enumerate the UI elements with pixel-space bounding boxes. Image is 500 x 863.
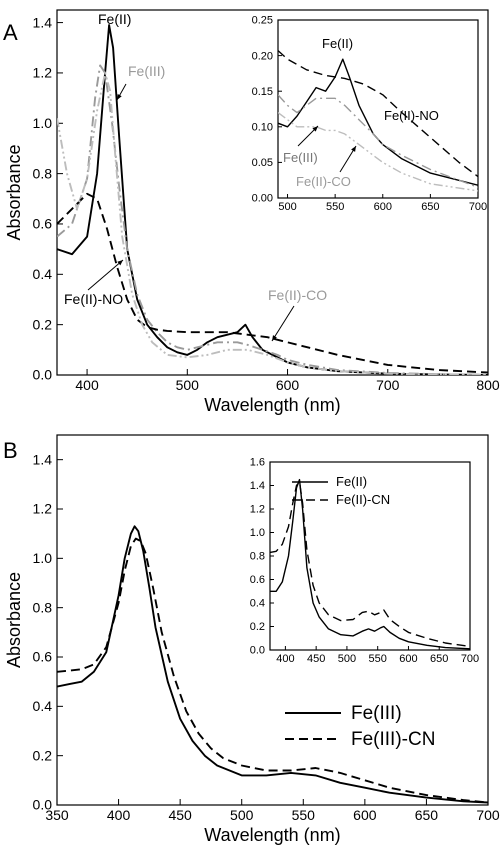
annotation-arrow — [87, 259, 124, 291]
y-tick-label: 0.10 — [252, 121, 273, 133]
annotation-arrow — [271, 305, 295, 342]
x-tick-label: 700 — [476, 807, 500, 823]
y-tick-label: 0.6 — [250, 574, 265, 586]
x-tick-label: 700 — [469, 201, 487, 213]
y-tick-label: 0.2 — [33, 316, 53, 332]
y-tick-label: 0.4 — [33, 698, 53, 714]
series-line-fe-ii-no — [57, 192, 488, 374]
series-line-fe-iii — [57, 525, 488, 804]
annotation-label: Fe(II)-NO — [64, 291, 123, 307]
annotation-label: Fe(II)-NO — [384, 108, 439, 123]
y-tick-label: 0.8 — [250, 551, 265, 563]
legend-label: Fe(III)-CN — [351, 729, 435, 750]
y-tick-label: 1.4 — [250, 480, 265, 492]
series-line-fe-iii — [57, 64, 488, 375]
chart-layer: 400 500 600 700 800 0.0 0.2 0.4 0.6 0.8 1.0 1.2 1.4 W… — [4, 9, 500, 845]
x-tick-label: 600 — [276, 377, 300, 393]
legend-label: Fe(II)-CN — [336, 492, 390, 507]
y-tick-label: 0.8 — [33, 599, 53, 615]
y-tick-label: 1.2 — [250, 504, 265, 516]
panel-label-b: B — [3, 438, 18, 463]
y-tick-label: 0.00 — [252, 193, 273, 205]
x-tick-label: 500 — [230, 807, 254, 823]
y-tick-label: 1.4 — [33, 451, 53, 467]
y-tick-label: 0.8 — [33, 165, 53, 181]
x-tick-label: 650 — [430, 653, 448, 665]
x-tick-label: 600 — [353, 807, 377, 823]
y-tick-label: 1.2 — [33, 501, 53, 517]
annotation-arrowhead — [117, 94, 122, 100]
x-tick-label: 400 — [276, 653, 294, 665]
y-tick-label: 1.2 — [33, 65, 53, 81]
y-tick-label: 0.0 — [33, 367, 53, 383]
y-tick-label: 1.0 — [33, 550, 53, 566]
x-tick-label: 700 — [376, 377, 400, 393]
x-tick-label: 800 — [476, 377, 500, 393]
x-tick-label: 600 — [374, 201, 392, 213]
y-tick-label: 0.2 — [33, 747, 53, 763]
x-tick-label: 400 — [75, 377, 99, 393]
series-line-fe-ii-cn — [270, 481, 470, 648]
x-tick-label: 700 — [461, 653, 479, 665]
annotation-arrowhead — [351, 146, 356, 152]
y-tick-label: 0.25 — [252, 15, 273, 27]
legend-label: Fe(III) — [351, 703, 402, 724]
x-tick-label: 500 — [338, 653, 356, 665]
y-tick-label: 0.15 — [252, 86, 273, 98]
annotation-label: Fe(III) — [283, 150, 318, 165]
series-line-fe-iii-cn — [57, 537, 488, 804]
x-tick-label: 550 — [292, 807, 316, 823]
series-line-fe-ii — [57, 24, 488, 375]
y-tick-label: 0.05 — [252, 157, 273, 169]
annotation-label: Fe(II)-CO — [296, 174, 351, 189]
y-tick-label: 1.0 — [33, 115, 53, 131]
y-tick-label: 0.2 — [250, 621, 265, 633]
annotation-label: Fe(II) — [98, 11, 131, 27]
legend-label: Fe(II) — [336, 474, 367, 489]
series-line-fe-ii-co — [57, 71, 488, 375]
series-line-fe-ii-co — [278, 112, 478, 192]
chart-a-inset: 500 550 600 650 700 0.00 0.05 0.10 0.15 0.20 0.25 F… — [252, 15, 488, 213]
annotation-arrowhead — [272, 335, 277, 341]
y-tick-label: 0.4 — [250, 598, 265, 610]
annotation-label: Fe(III) — [128, 63, 165, 79]
y-tick-label: 1.6 — [250, 457, 265, 469]
x-tick-label: 600 — [399, 653, 417, 665]
plot-frame — [277, 19, 479, 199]
y-tick-label: 0.0 — [33, 797, 53, 813]
plot-frame — [269, 461, 471, 651]
x-tick-label: 650 — [415, 807, 439, 823]
y-tick-label: 0.0 — [250, 645, 265, 657]
y-tick-label: 0.6 — [33, 216, 53, 232]
series-line-fe-ii — [270, 478, 470, 650]
y-tick-label: 0.4 — [33, 266, 53, 282]
x-tick-label: 550 — [369, 653, 387, 665]
x-tick-label: 500 — [278, 201, 296, 213]
y-tick-label: 1.4 — [33, 14, 53, 30]
x-tick-label: 550 — [326, 201, 344, 213]
annotation-arrowhead — [312, 126, 318, 132]
series-line-fe-ii — [278, 58, 478, 186]
series-line-fe-iii — [278, 94, 478, 188]
y-axis-label: Absorbance — [4, 572, 24, 668]
annotation-label: Fe(II) — [322, 36, 353, 51]
panel-label-a: A — [3, 20, 18, 45]
x-tick-label: 450 — [307, 653, 325, 665]
x-axis-label: Wavelength (nm) — [204, 395, 340, 415]
annotation-arrowhead — [117, 260, 123, 266]
x-tick-label: 350 — [45, 807, 69, 823]
annotation-label: Fe(II)-CO — [268, 287, 327, 303]
x-tick-label: 500 — [176, 377, 200, 393]
chart-b-inset: 400 450 500 550 600 650 700 0.0 0.2 0.4 0.6 0.8 1.0 1… — [250, 457, 479, 665]
x-tick-label: 400 — [107, 807, 131, 823]
y-axis-label: Absorbance — [4, 144, 24, 240]
y-tick-label: 1.0 — [250, 527, 265, 539]
y-tick-label: 0.6 — [33, 649, 53, 665]
x-axis-label: Wavelength (nm) — [204, 825, 340, 845]
y-tick-label: 0.20 — [252, 50, 273, 62]
x-tick-label: 450 — [168, 807, 192, 823]
x-tick-label: 650 — [421, 201, 439, 213]
